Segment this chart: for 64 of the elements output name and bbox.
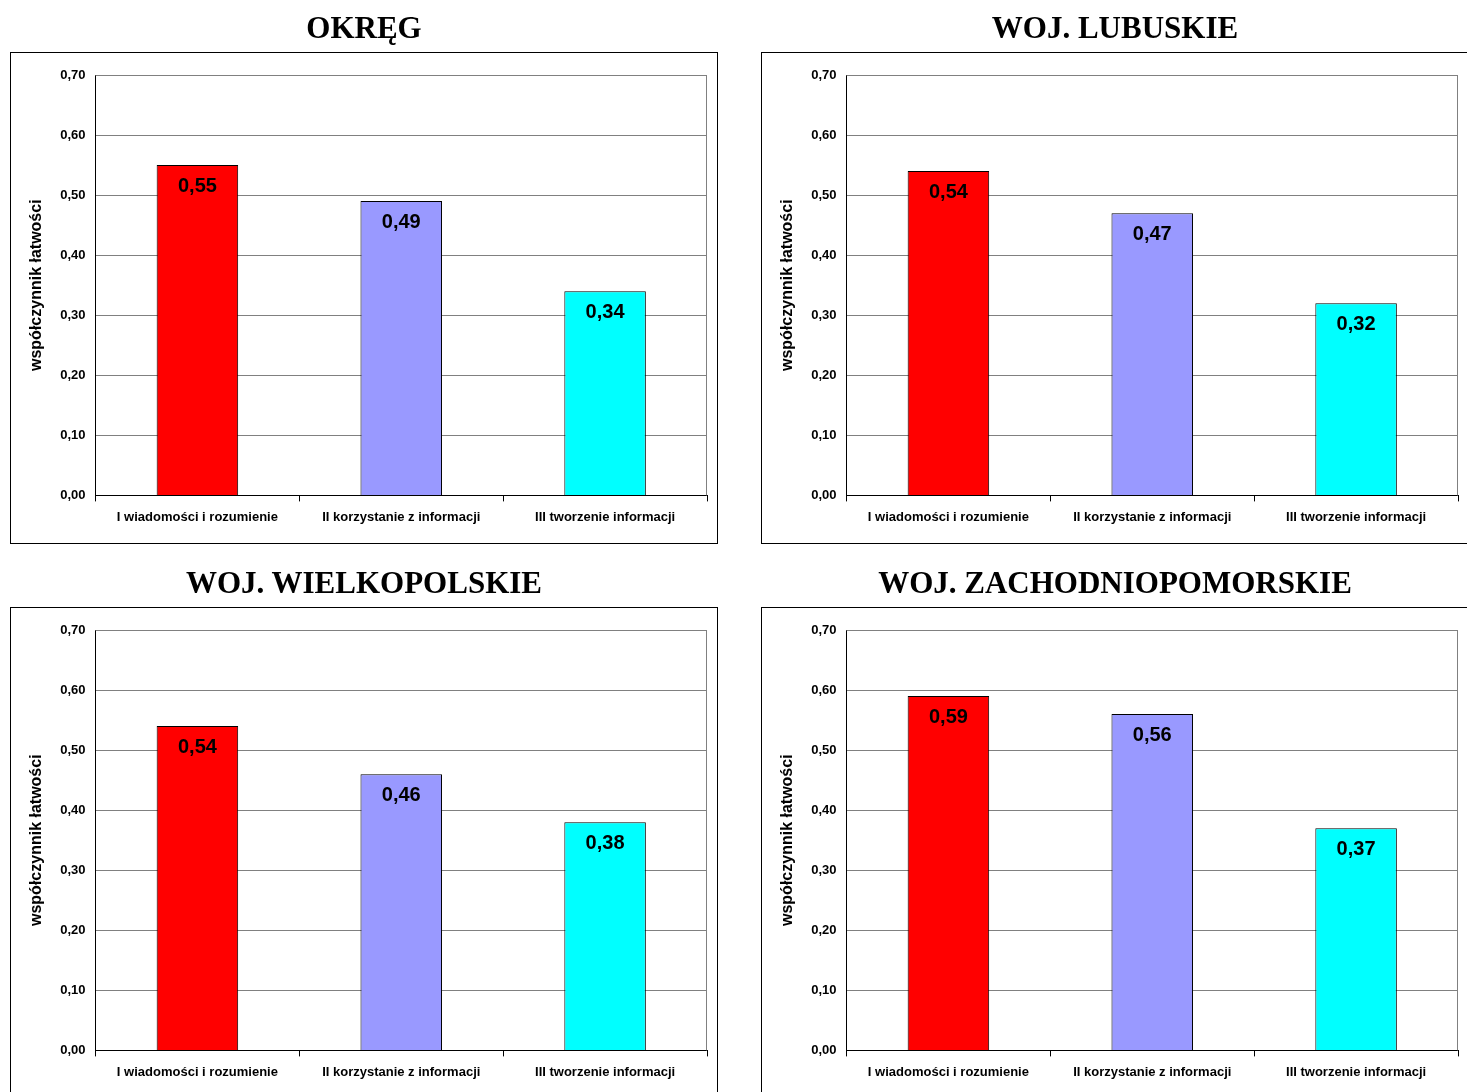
y-tick-label: 0,50 [60,186,86,202]
x-tick-label: I wiadomości i rozumienie [116,1063,278,1079]
y-tick-label: 0,40 [60,246,86,262]
data-label: 0,55 [177,173,217,196]
y-tick-label: 0,10 [811,981,837,997]
data-label: 0,32 [1336,311,1376,334]
x-tick-label: I wiadomości i rozumienie [116,508,278,524]
y-tick-label: 0,20 [60,921,86,937]
y-axis-title: współczynnik łatwości [778,199,796,372]
data-label: 0,47 [1132,221,1172,244]
x-tick-label: III tworzenie informacji [1286,508,1427,524]
y-tick-label: 0,10 [60,981,86,997]
data-label: 0,34 [585,299,626,322]
x-tick-label: II korzystanie z informacji [1073,508,1232,524]
y-axis-title: współczynnik łatwości [778,754,796,927]
x-tick-label: II korzystanie z informacji [1073,1063,1232,1079]
chart-title: WOJ. WIELKOPOLSKIE [185,564,543,602]
y-tick-label: 0,30 [811,306,837,322]
y-tick-label: 0,70 [60,621,86,637]
x-tick-label: II korzystanie z informacji [322,1063,481,1079]
y-tick-label: 0,30 [811,861,837,877]
chart-title: WOJ. ZACHODNIOPOMORSKIE [877,564,1353,602]
chart-title: WOJ. LUBUSKIE [990,9,1240,47]
data-label: 0,54 [928,179,969,202]
data-label: 0,49 [381,209,421,232]
data-label: 0,59 [928,704,968,727]
y-tick-label: 0,70 [811,66,837,82]
y-tick-label: 0,60 [811,681,837,697]
y-tick-label: 0,20 [60,366,86,382]
x-tick-label: III tworzenie informacji [1286,1063,1427,1079]
data-label: 0,37 [1336,836,1376,859]
y-tick-label: 0,60 [60,126,86,142]
y-tick-label: 0,70 [811,621,837,637]
y-tick-label: 0,00 [811,486,837,502]
x-tick-label: III tworzenie informacji [535,1063,676,1079]
y-tick-label: 0,60 [60,681,86,697]
data-label: 0,54 [177,734,218,757]
data-label: 0,38 [585,830,625,853]
data-label: 0,46 [381,782,421,805]
x-tick-label: II korzystanie z informacji [322,508,481,524]
y-tick-label: 0,30 [60,861,86,877]
y-tick-label: 0,20 [811,366,837,382]
x-tick-label: I wiadomości i rozumienie [867,508,1029,524]
y-tick-label: 0,10 [811,426,837,442]
y-tick-label: 0,00 [60,1041,86,1057]
data-label: 0,56 [1132,722,1172,745]
x-tick-label: I wiadomości i rozumienie [867,1063,1029,1079]
y-tick-label: 0,60 [811,126,837,142]
y-tick-label: 0,40 [811,246,837,262]
y-tick-label: 0,70 [60,66,86,82]
y-tick-label: 0,00 [60,486,86,502]
y-tick-label: 0,40 [60,801,86,817]
x-tick-label: III tworzenie informacji [535,508,676,524]
y-tick-label: 0,30 [60,306,86,322]
y-tick-label: 0,50 [811,741,837,757]
y-tick-label: 0,50 [60,741,86,757]
y-tick-label: 0,50 [811,186,837,202]
chart-title: OKRĘG [305,9,423,47]
y-tick-label: 0,10 [60,426,86,442]
y-tick-label: 0,40 [811,801,837,817]
y-axis-title: współczynnik łatwości [27,199,45,372]
y-tick-label: 0,00 [811,1041,837,1057]
y-axis-title: współczynnik łatwości [27,754,45,927]
y-tick-label: 0,20 [811,921,837,937]
